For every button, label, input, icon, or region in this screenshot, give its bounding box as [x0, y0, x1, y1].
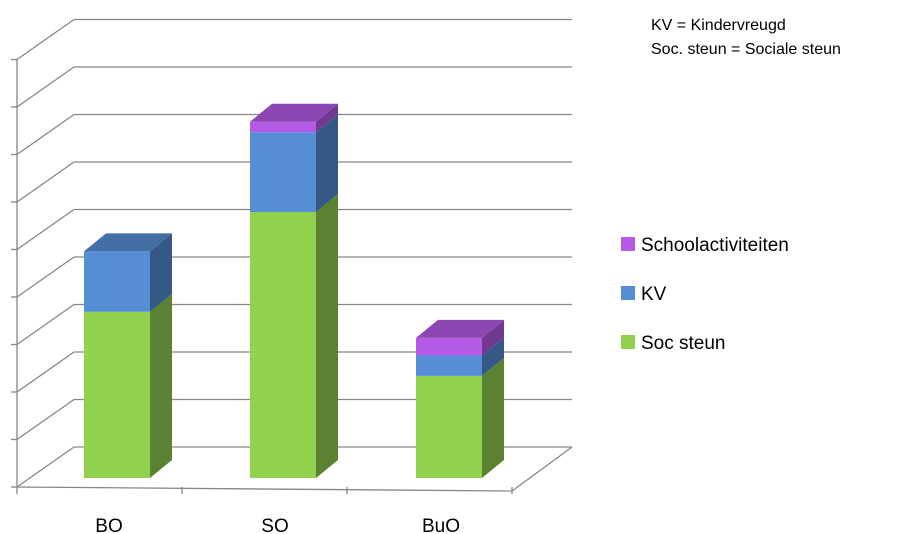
bar-stack-bo [84, 233, 172, 478]
bar-buo-top [416, 319, 504, 338]
gridline-side [16, 446, 75, 488]
legend-swatch-schoolactiviteiten [621, 237, 635, 251]
x-axis-line [16, 486, 513, 492]
note-2: Soc. steun = Sociale steun [651, 41, 841, 58]
gridline-side [16, 351, 75, 393]
bar-buo-kv [416, 355, 482, 376]
bar-so-schoolactiviteiten [250, 121, 316, 133]
bar-so-schoolactiviteiten-side [316, 103, 338, 133]
gridline-side [16, 18, 75, 61]
gridline-side [16, 113, 75, 156]
bar-buo-soc-steun-side [482, 357, 504, 478]
bar-so-soc-steun [250, 212, 316, 478]
legend: Schoolactiviteiten KV Soc steun [621, 235, 789, 354]
legend-label-kv: KV [641, 284, 667, 305]
bar-so-kv [250, 132, 316, 212]
axes [11, 58, 513, 494]
legend-label-schoolactiviteiten: Schoolactiviteiten [641, 235, 789, 256]
bar-so-soc-steun-side [316, 194, 338, 478]
x-tick-label-buo: BuO [422, 516, 460, 534]
x-tick-labels: BO SO BuO [95, 516, 460, 534]
note-1: KV = Kindervreugd [651, 17, 786, 34]
bar-bo-kv [84, 251, 150, 312]
gridline-side [16, 256, 75, 298]
bar-so-kv-side [316, 114, 338, 212]
gridline-side [16, 398, 75, 441]
bar-bo-kv-side [150, 233, 172, 312]
notes: KV = Kindervreugd Soc. steun = Sociale st… [651, 17, 841, 58]
bar-buo-kv-side [482, 337, 504, 376]
bar-buo-schoolactiviteiten [416, 337, 482, 356]
bar-bo-top [84, 233, 172, 252]
bar-stack-so [250, 103, 338, 478]
gridline-side [16, 161, 75, 203]
legend-label-soc-steun: Soc steun [641, 333, 726, 354]
bar-bo-soc-steun-side [150, 293, 172, 478]
bar-bo-soc-steun [84, 311, 150, 478]
gridline-side [16, 303, 75, 346]
bar-buo-soc-steun [416, 375, 482, 478]
bars [84, 103, 504, 478]
legend-swatch-kv [621, 286, 635, 300]
x-tick-label-so: SO [261, 516, 288, 534]
bar-buo-schoolactiviteiten-side [482, 319, 504, 356]
legend-swatch-soc-steun [621, 335, 635, 349]
floor-edge-right [511, 446, 573, 492]
gridline-side [16, 66, 75, 108]
bar-so-top [250, 103, 338, 122]
gridline-side [16, 208, 75, 251]
bar-stack-buo [416, 319, 504, 478]
x-tick-label-bo: BO [95, 516, 122, 534]
